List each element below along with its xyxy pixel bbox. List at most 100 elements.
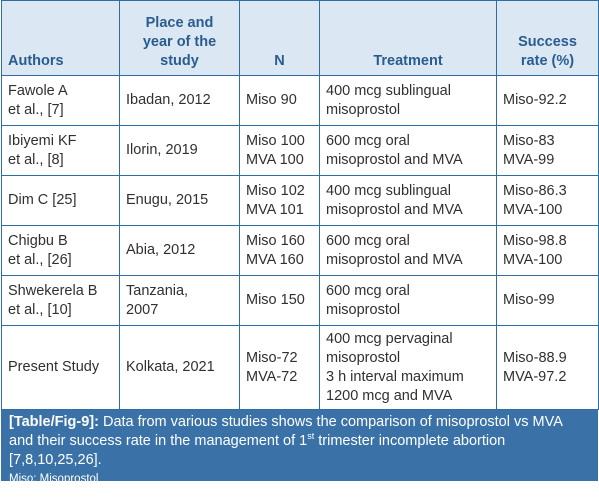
cell-text: Dim C [25]	[8, 192, 77, 208]
comparison-table: Authors Place and year of the study N Tr…	[1, 0, 599, 410]
cell-text: MVA-100	[503, 251, 563, 268]
place-year-cell: Tanzania, 2007	[119, 275, 240, 326]
cell-text: 400 mcg sublingual	[326, 82, 451, 99]
author-cell: Fawole A et al., [7]	[1, 75, 120, 126]
cell-text: Chigbu B	[8, 232, 68, 249]
cell-text: Abia, 2012	[126, 242, 196, 258]
author-cell: Present Study	[1, 325, 120, 410]
cell-text: Enugu, 2015	[126, 192, 209, 208]
cell-text: et al., [8]	[8, 151, 64, 168]
table-header-row: Authors Place and year of the study N Tr…	[1, 0, 599, 76]
cell-text: Fawole A	[8, 82, 68, 99]
cell-text: 3 h interval maximum	[326, 368, 464, 385]
table-row: Present Study Kolkata, 2021 Miso-72 MVA-72 4…	[1, 325, 599, 410]
header-place-year: Place and year of the study	[119, 0, 240, 76]
author-cell: Ibiyemi KF et al., [8]	[1, 125, 120, 176]
cell-text: misoprostol and MVA	[326, 251, 463, 268]
cell-text: Miso 150	[246, 292, 305, 308]
cell-text: misoprostol	[326, 349, 401, 366]
cell-text: misoprostol	[326, 301, 401, 318]
treatment-cell: 600 mcg oral misoprostol and MVA	[319, 225, 497, 276]
cell-text: MVA 160	[246, 251, 304, 268]
cell-text: Present Study	[8, 359, 100, 375]
cell-text: Ibadan, 2012	[126, 92, 211, 108]
header-n: N	[239, 0, 320, 76]
header-authors: Authors	[1, 0, 120, 76]
treatment-cell: 600 mcg oral misoprostol and MVA	[319, 125, 497, 176]
cell-text: 600 mcg oral	[326, 282, 410, 299]
treatment-cell: 400 mcg pervaginal misoprostol 3 h interva…	[319, 325, 497, 410]
cell-text: 400 mcg pervaginal	[326, 330, 453, 347]
table-figure: Authors Place and year of the study N Tr…	[1, 0, 599, 485]
cell-text: Miso-72	[246, 349, 298, 366]
caption-body-1: Data from various studies shows the comp…	[9, 414, 563, 449]
caption-label: [Table/Fig-9]:	[9, 414, 99, 430]
table-row: Fawole A et al., [7] Ibadan, 2012 Miso 90 40…	[1, 75, 599, 126]
success-rate-cell: Miso-98.8 MVA-100	[496, 225, 599, 276]
caption-superscript: st	[307, 431, 315, 442]
cell-text: 2007	[126, 301, 159, 318]
n-cell: Miso 160 MVA 160	[239, 225, 320, 276]
cell-text: Miso 100	[246, 132, 305, 149]
cell-text: et al., [26]	[8, 251, 72, 268]
n-cell: Miso 90	[239, 75, 320, 126]
treatment-cell: 400 mcg sublingual misoprostol	[319, 75, 497, 126]
place-year-cell: Abia, 2012	[119, 225, 240, 276]
success-rate-cell: Miso-86.3 MVA-100	[496, 175, 599, 226]
success-rate-cell: Miso-83 MVA-99	[496, 125, 599, 176]
table-row: Dim C [25] Enugu, 2015 Miso 102 MVA 101 400 …	[1, 175, 599, 226]
author-cell: Shwekerela B et al., [10]	[1, 275, 120, 326]
cell-text: Miso 160	[246, 232, 305, 249]
cell-text: Shwekerela B	[8, 282, 98, 299]
place-year-cell: Ilorin, 2019	[119, 125, 240, 176]
cell-text: Miso-98.8	[503, 232, 567, 249]
n-cell: Miso 102 MVA 101	[239, 175, 320, 226]
n-cell: Miso 100 MVA 100	[239, 125, 320, 176]
cell-text: Miso 90	[246, 92, 297, 108]
cell-text: Miso-99	[503, 292, 555, 308]
success-rate-cell: Miso-92.2	[496, 75, 599, 126]
success-rate-cell: Miso-88.9 MVA-97.2	[496, 325, 599, 410]
cell-text: MVA 100	[246, 151, 304, 168]
cell-text: Ibiyemi KF	[8, 132, 77, 149]
cell-text: Miso-86.3	[503, 182, 567, 199]
author-cell: Chigbu B et al., [26]	[1, 225, 120, 276]
treatment-cell: 400 mcg sublingual misoprostol and MVA	[319, 175, 497, 226]
cell-text: Kolkata, 2021	[126, 359, 215, 375]
cell-text: Miso 102	[246, 182, 305, 199]
cell-text: misoprostol	[326, 101, 401, 118]
cell-text: MVA-100	[503, 201, 563, 218]
cell-text: et al., [10]	[8, 301, 72, 318]
cell-text: Miso-88.9	[503, 349, 567, 366]
cell-text: MVA-99	[503, 151, 555, 168]
caption-body-2: trimester incomplete abortion [7,8,10,25…	[9, 433, 506, 468]
header-success-rate: Success rate (%)	[496, 0, 599, 76]
cell-text: et al., [7]	[8, 101, 64, 118]
cell-text: 600 mcg oral	[326, 132, 410, 149]
cell-text: misoprostol and MVA	[326, 151, 463, 168]
cell-text: Miso-92.2	[503, 92, 567, 108]
place-year-cell: Kolkata, 2021	[119, 325, 240, 410]
place-year-cell: Ibadan, 2012	[119, 75, 240, 126]
cell-text: MVA-72	[246, 368, 298, 385]
cell-text: 600 mcg oral	[326, 232, 410, 249]
table-row: Ibiyemi KF et al., [8] Ilorin, 2019 Miso 10…	[1, 125, 599, 176]
cell-text: Miso-83	[503, 132, 555, 149]
cell-text: Tanzania,	[126, 282, 189, 299]
table-caption: [Table/Fig-9]: Data from various studies…	[1, 410, 598, 485]
n-cell: Miso-72 MVA-72	[239, 325, 320, 410]
header-treatment: Treatment	[319, 0, 497, 76]
cell-text: MVA 101	[246, 201, 304, 218]
table-row: Shwekerela B et al., [10] Tanzania, 2007 Mis…	[1, 275, 599, 326]
cell-text: misoprostol and MVA	[326, 201, 463, 218]
treatment-cell: 600 mcg oral misoprostol	[319, 275, 497, 326]
caption-text: [Table/Fig-9]: Data from various studies…	[9, 413, 590, 470]
success-rate-cell: Miso-99	[496, 275, 599, 326]
table-row: Chigbu B et al., [26] Abia, 2012 Miso 160 MV…	[1, 225, 599, 276]
n-cell: Miso 150	[239, 275, 320, 326]
cell-text: 400 mcg sublingual	[326, 182, 451, 199]
cell-text: Ilorin, 2019	[126, 142, 198, 158]
author-cell: Dim C [25]	[1, 175, 120, 226]
abbreviation-note: Miso: Misoprostol	[9, 473, 99, 485]
cell-text: 1200 mcg and MVA	[326, 387, 453, 404]
